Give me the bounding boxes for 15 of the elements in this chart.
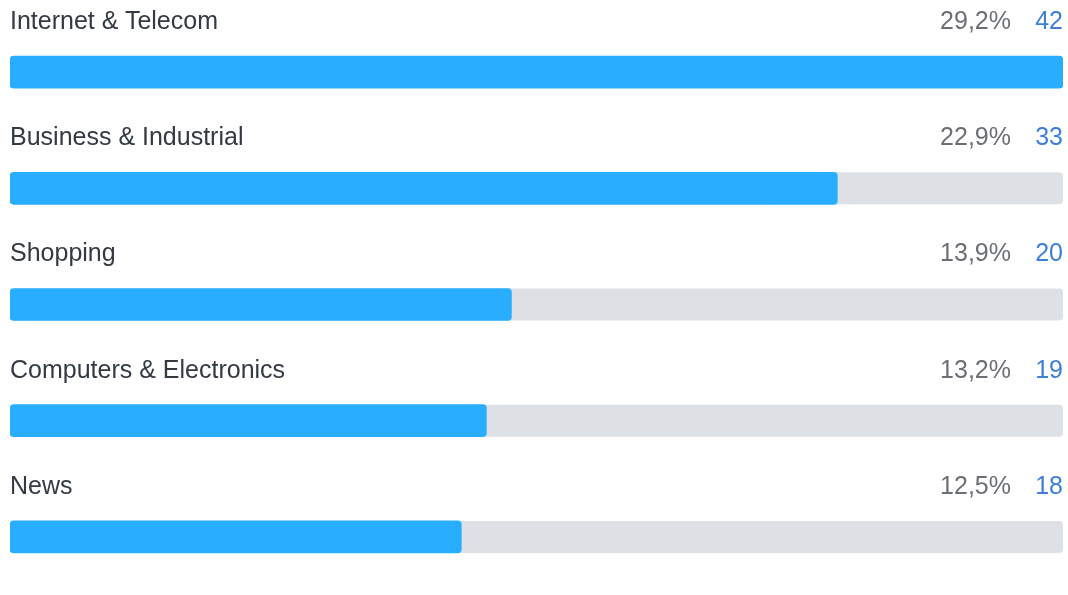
annotation: 13,9%	[940, 238, 1011, 267]
annotation: 13,2%	[940, 354, 1011, 383]
y-tick-label: Computers & Electronics	[10, 354, 286, 383]
y-tick-label: Shopping	[10, 238, 116, 267]
annotation: 22,9%	[940, 122, 1011, 151]
data-label: 33	[1035, 122, 1063, 151]
y-tick-label: News	[10, 470, 73, 499]
y-tick-label: Internet & Telecom	[10, 5, 218, 34]
data-label: 19	[1035, 354, 1063, 383]
data-label: 18	[1035, 470, 1063, 499]
data-label: 20	[1035, 238, 1063, 267]
annotation: 12,5%	[940, 470, 1011, 499]
data-label: 42	[1035, 5, 1063, 34]
y-tick-label: Business & Industrial	[10, 122, 244, 151]
annotation: 29,2%	[940, 5, 1011, 34]
